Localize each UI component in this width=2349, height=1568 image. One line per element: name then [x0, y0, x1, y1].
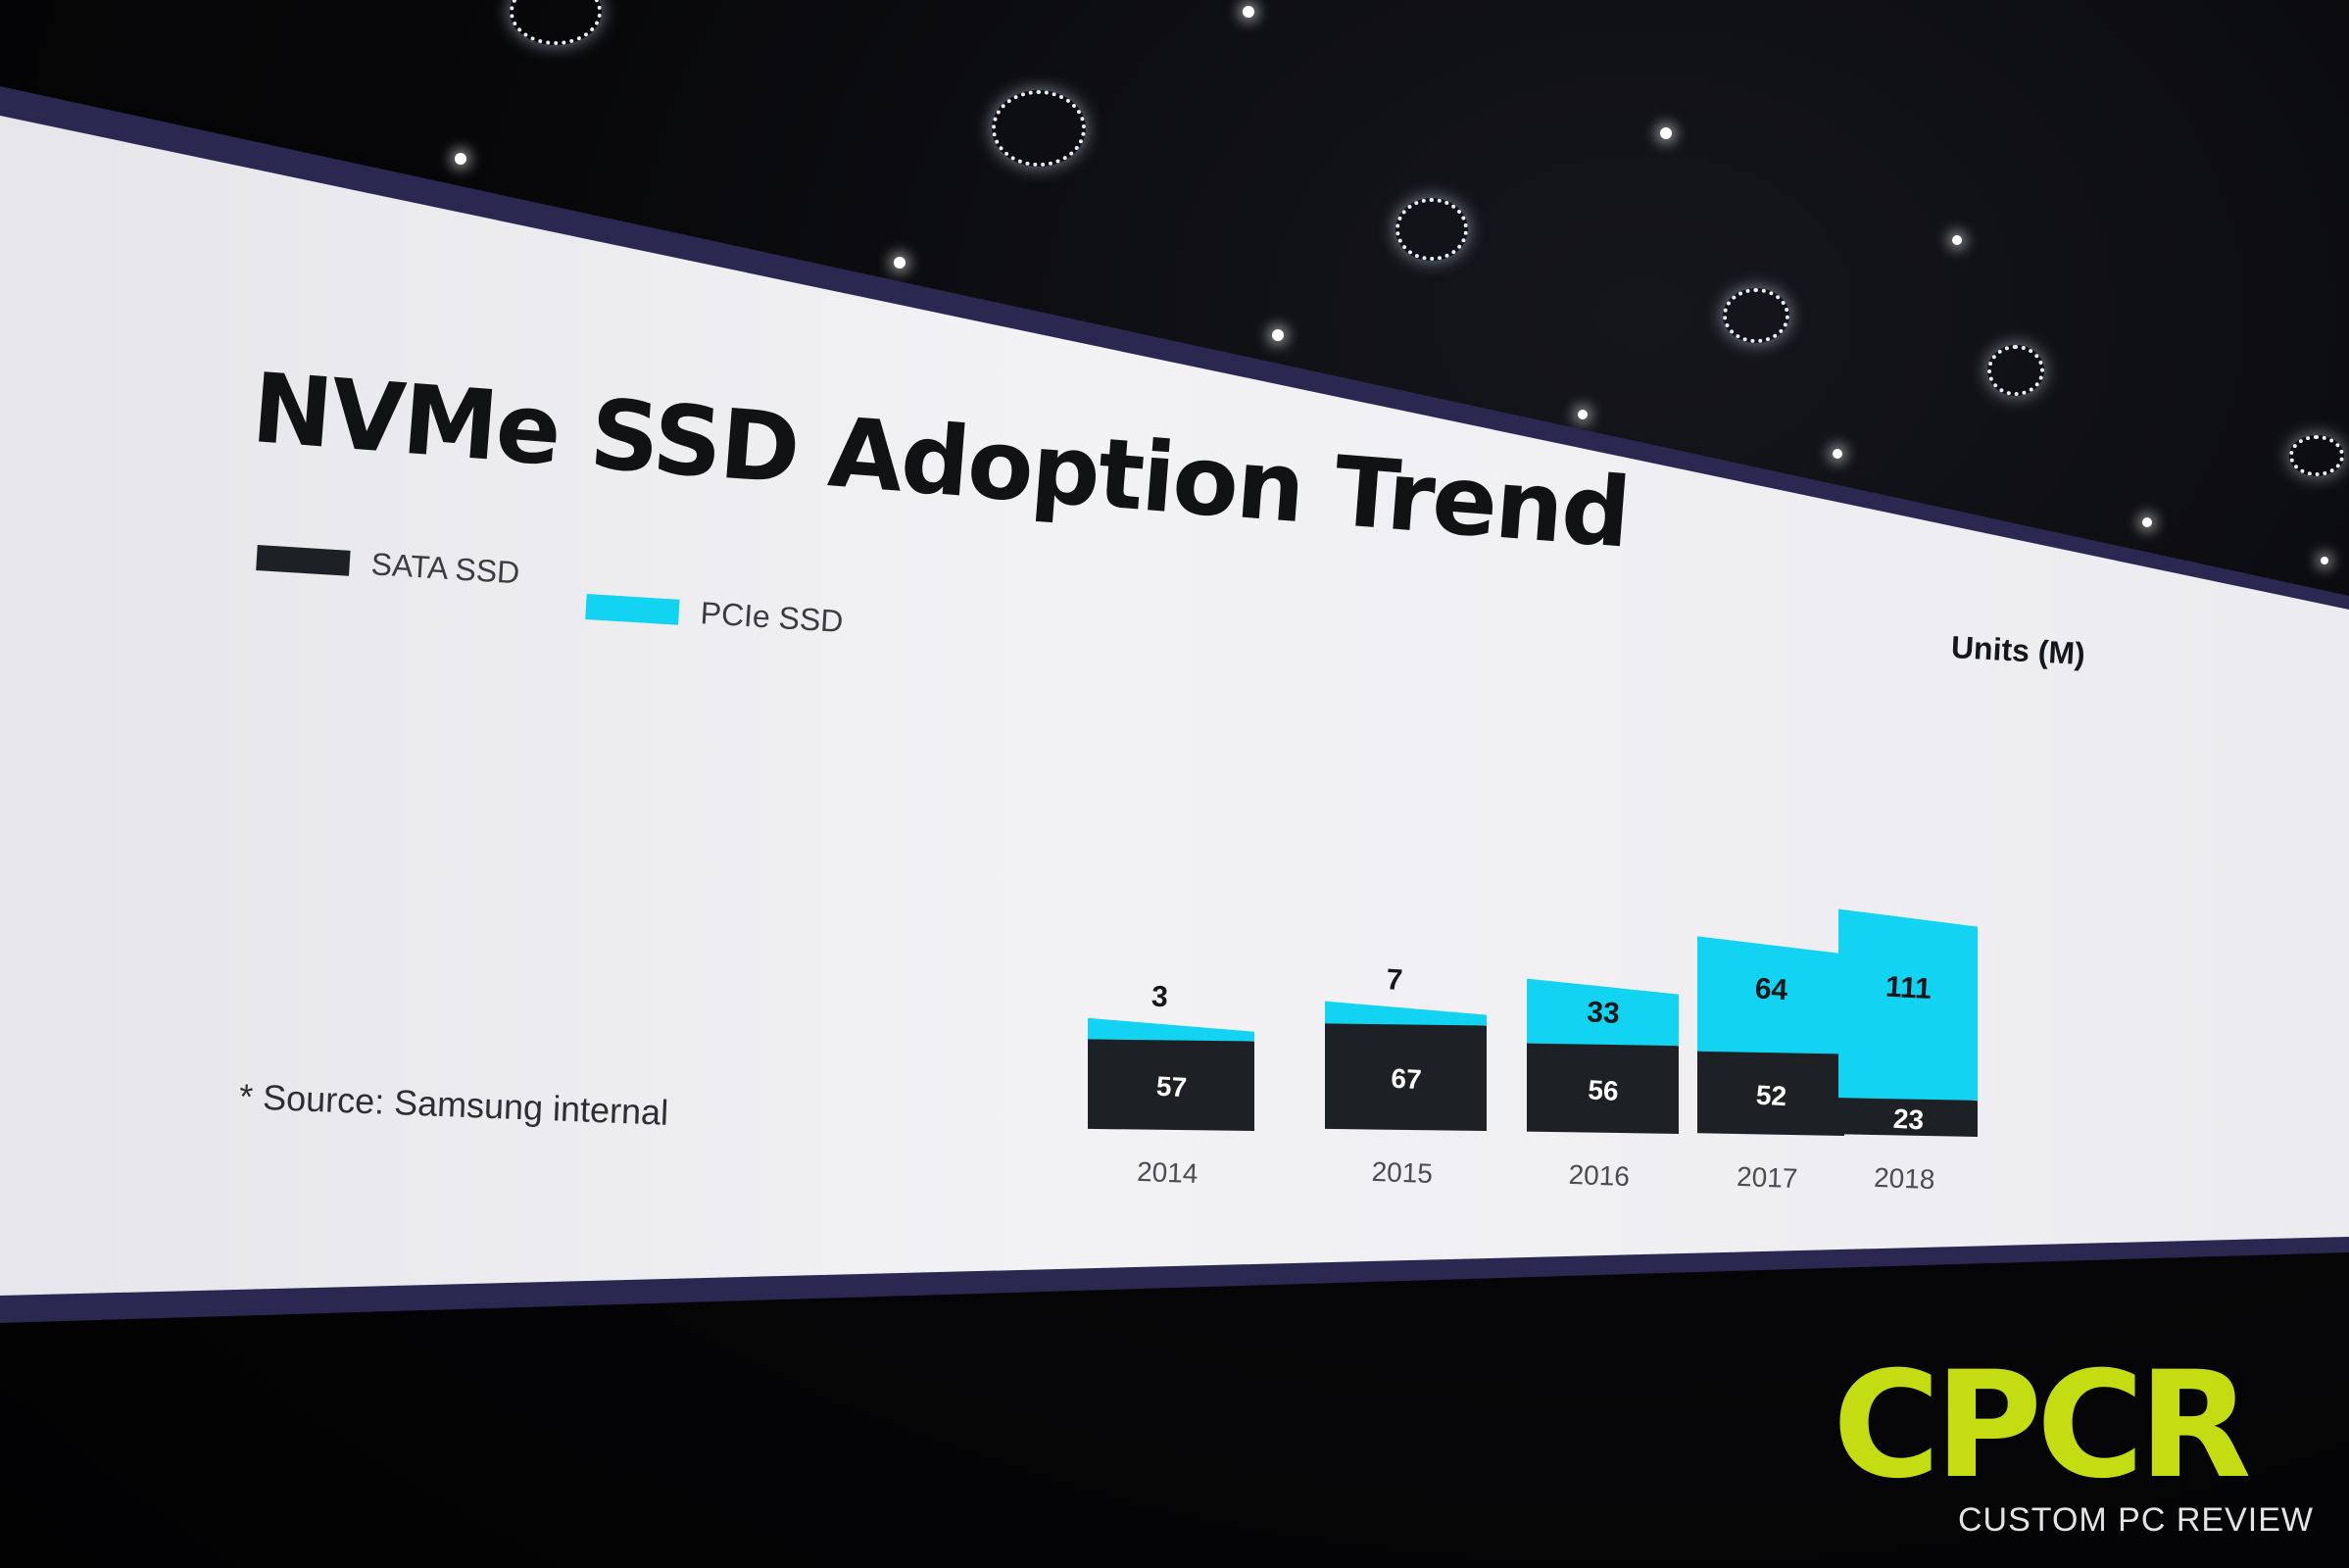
stage-light-icon — [894, 257, 905, 269]
stage-light-icon — [1833, 449, 1842, 459]
stage-light-icon — [1578, 410, 1588, 419]
stage-light-icon — [992, 90, 1086, 167]
data-label-pcie-2018: 111 — [1884, 971, 1932, 1005]
bar-sata-2017 — [1697, 1036, 1844, 1136]
cpcr-logo-icon: CPCR — [1833, 1341, 2252, 1511]
bar-pcie-2014 — [1088, 1017, 1254, 1042]
x-tick-label-2016: 2016 — [1568, 1159, 1630, 1192]
stage-light-icon — [1243, 6, 1254, 18]
bar-pcie-2016 — [1527, 978, 1679, 1047]
data-label-sata-2014: 57 — [1155, 1071, 1188, 1103]
x-tick-label-2014: 2014 — [1137, 1156, 1199, 1189]
stage-light-icon — [2142, 517, 2152, 527]
data-label-sata-2018: 23 — [1892, 1103, 1925, 1136]
x-tick-label-2015: 2015 — [1371, 1156, 1433, 1189]
stage-light-icon — [1660, 127, 1672, 139]
bar-sata-2016 — [1527, 1030, 1679, 1134]
stage-light-icon — [1723, 288, 1789, 343]
stage-light-icon — [455, 153, 466, 165]
bar-pcie-2015 — [1325, 1001, 1487, 1026]
data-label-pcie-2016: 33 — [1586, 996, 1620, 1030]
cpcr-watermark: CPCR CUSTOM PC REVIEW — [1833, 1341, 2313, 1548]
bar-pcie-2017 — [1697, 936, 1844, 1054]
stage-light-icon — [2289, 435, 2344, 476]
x-tick-label-2017: 2017 — [1737, 1161, 1798, 1194]
data-label-sata-2015: 67 — [1391, 1063, 1423, 1096]
data-label-pcie-2015: 7 — [1386, 963, 1403, 997]
data-label-pcie-2017: 64 — [1754, 972, 1788, 1006]
stage-light-icon — [1987, 345, 2044, 396]
bar-sata-2014 — [1088, 1027, 1254, 1131]
x-tick-label-2018: 2018 — [1874, 1162, 1935, 1195]
bar-sata-2015 — [1325, 1011, 1487, 1131]
data-label-sata-2016: 56 — [1588, 1074, 1620, 1106]
stage-light-icon — [1272, 329, 1284, 341]
data-label-sata-2017: 52 — [1755, 1080, 1787, 1112]
stage-light-icon — [2321, 557, 2328, 564]
stage-light-icon — [1952, 235, 1962, 245]
cpcr-logo-text: CUSTOM PC REVIEW — [1958, 1501, 2314, 1539]
bar-pcie-2018 — [1838, 908, 1978, 1101]
data-label-pcie-2014: 3 — [1150, 980, 1168, 1013]
stage-light-icon — [1395, 198, 1468, 261]
